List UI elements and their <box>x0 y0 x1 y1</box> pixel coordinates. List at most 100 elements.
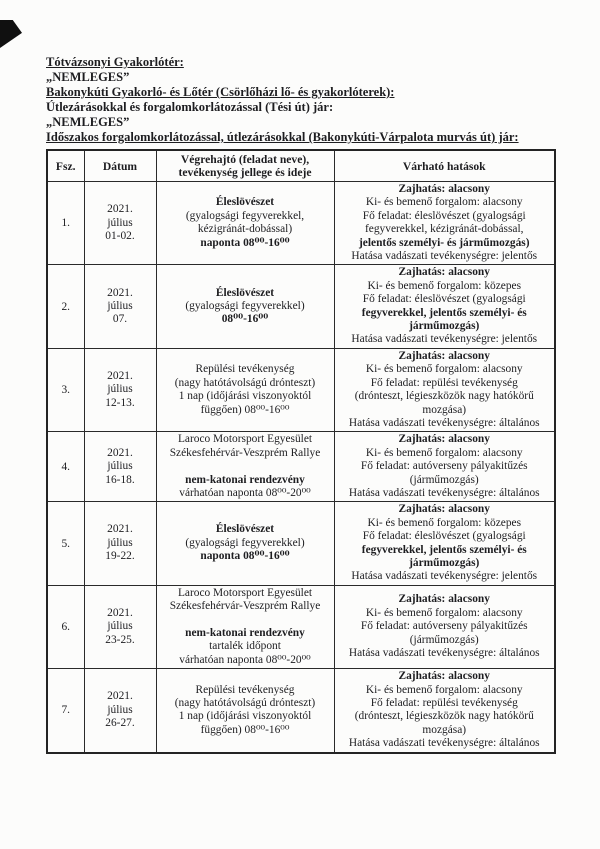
text-line: jelentős személyi- és járműmozgás) <box>359 236 530 249</box>
effects-cell: Zajhatás: alacsony Ki- és bemenő forgalom… <box>333 431 556 503</box>
site1-status: „NEMLEGES” <box>46 70 130 84</box>
text-line: Fő feladat: éleslövészet (gyalogsági <box>362 209 526 222</box>
text-line: Székesfehérvár-Veszprém Rallye <box>169 446 321 459</box>
text-line: Hatása vadászati tevékenységre: jelentős <box>351 570 538 583</box>
text-line: Fő feladat: autóverseny pályakitűzés <box>360 620 528 633</box>
text-line: várhatóan naponta 08⁰⁰-20⁰⁰ <box>179 653 311 666</box>
text-line: Zajhatás: alacsony <box>398 593 490 606</box>
text-line: (gyalogsági fegyverekkel) <box>185 299 305 312</box>
text-line: Éleslövészet <box>215 286 275 299</box>
row-number-cell: 5. <box>46 501 85 586</box>
text-line: Ki- és bemenő forgalom: alacsony <box>365 446 523 459</box>
text-line: tevékenység jellege és ideje <box>178 166 312 179</box>
task-cell: Éleslövészet (gyalogsági fegyverekkel) nap… <box>155 501 335 586</box>
table-row: 7. 2021. július 26-27. Repülési tevékenység(… <box>46 668 556 754</box>
text-line: 2021. <box>107 203 133 216</box>
effects-cell: Zajhatás: alacsony Ki- és bemenő forgalom… <box>333 501 556 586</box>
date-cell: 2021. július 26-27. <box>83 668 157 754</box>
text-line: (járműmozgás) <box>409 633 479 646</box>
text-line: július <box>107 536 133 549</box>
text-line: július <box>107 299 133 312</box>
text-line: Hatása vadászati tevékenységre: általáno… <box>348 647 540 660</box>
table-header-row: Fsz. Dátum Végrehajtó (feladat neve), te… <box>46 149 556 182</box>
text-line: 07. <box>112 313 128 326</box>
date-cell: 2021. július 12-13. <box>83 347 157 433</box>
effects-cell: Zajhatás: alacsony Ki- és bemenő forgalom… <box>333 668 556 754</box>
text-line: 2021. <box>107 606 133 619</box>
text-line: július <box>107 216 133 229</box>
text-line: Hatása vadászati tevékenységre: jelentős <box>351 333 538 346</box>
text-line: fegyverekkel, jelentős személyi- és <box>361 306 527 319</box>
text-line: fegyverekkel, jelentős személyi- és <box>361 543 527 556</box>
row-number-cell: 7. <box>46 668 85 754</box>
text-line: Fő feladat: éleslövészet (gyalogsági <box>362 293 526 306</box>
row-number-cell: 2. <box>46 264 85 349</box>
table-row: 3. 2021. július 12-13. Repülési tevékenység(… <box>46 347 556 433</box>
text-line: Zajhatás: alacsony <box>398 183 490 195</box>
text-line: Hatása vadászati tevékenységre: általáno… <box>348 416 540 429</box>
document-content: Tótvázsonyi Gyakorlótér: „NEMLEGES” Bako… <box>46 55 556 754</box>
text-line: járműmozgás) <box>409 556 480 569</box>
text-line: 2021. <box>107 369 133 382</box>
text-line: július <box>107 460 133 473</box>
text-line: függően) 08⁰⁰-16⁰⁰ <box>200 403 290 416</box>
table-caption: Időszakos forgalomkorlátozással, útlezár… <box>46 130 519 144</box>
task-cell: Laroco Motorsport Egyesület Székesfehérvá… <box>155 584 335 670</box>
effects-cell: Zajhatás: alacsony Ki- és bemenő forgalom… <box>333 347 556 433</box>
text-line: nem-katonai rendezvény <box>185 626 305 639</box>
header-vegrehajto: Végrehajtó (feladat neve), tevékenység j… <box>155 149 335 182</box>
text-line: nem-katonai rendezvény <box>185 473 305 486</box>
text-line: mozgása) <box>422 403 467 416</box>
text-line: (drónteszt, légieszközök nagy hatókörű <box>354 710 534 723</box>
header-fsz: Fsz. <box>46 149 85 182</box>
table-row: 4. 2021. július 16-18. Laroco Motorsport Egy… <box>46 431 556 503</box>
text-line: 01-02. <box>105 229 135 242</box>
text-line: Laroco Motorsport Egyesület <box>177 433 313 446</box>
text-line: Éleslövészet <box>215 523 275 536</box>
effects-cell: Zajhatás: alacsony Ki- és bemenő forgalom… <box>333 264 556 349</box>
table-row: 5. 2021. július 19-22. Éleslövészet (gyalogsá… <box>46 501 556 586</box>
task-cell: Repülési tevékenység (nagy hatótávolságú … <box>155 347 335 433</box>
text-line: Ki- és bemenő forgalom: alacsony <box>365 363 523 376</box>
row-number-cell: 1. <box>46 180 85 266</box>
text-line: 1 nap (időjárási viszonyoktól <box>178 390 312 403</box>
text-line: július <box>107 383 133 396</box>
row-number-cell: 3. <box>46 347 85 433</box>
text-line: Ki- és bemenő forgalom: közepes <box>367 516 522 529</box>
text-line: Zajhatás: alacsony <box>398 670 490 683</box>
text-line <box>159 614 332 627</box>
row-number-cell: 4. <box>46 431 85 503</box>
text-line: Zajhatás: alacsony <box>398 349 490 362</box>
text-line: Fő feladat: repülési tevékenység <box>370 697 518 710</box>
text-line: Ki- és bemenő forgalom: alacsony <box>365 606 523 619</box>
text-line: 19-22. <box>105 550 135 563</box>
text-line: (drónteszt, légieszközök nagy hatókörű <box>354 390 534 403</box>
text-line: 1 nap (időjárási viszonyoktól <box>178 710 312 723</box>
text-line <box>159 460 332 473</box>
road-closure-status: „NEMLEGES” <box>46 115 130 129</box>
scan-corner-artifact <box>0 20 22 48</box>
schedule-table: Fsz. Dátum Végrehajtó (feladat neve), te… <box>46 149 556 754</box>
text-line: fegyverekkel, kézigránát-dobással, <box>365 223 524 236</box>
text-line: Hatása vadászati tevékenységre: általáno… <box>348 737 540 750</box>
date-cell: 2021. július 07. <box>83 264 157 349</box>
task-cell: Repülési tevékenység (nagy hatótávolságú … <box>155 668 335 754</box>
table-row: 2. 2021. július 07. Éleslövészet (gyalogsági … <box>46 264 556 349</box>
effects-cell: Zajhatás: alacsony Ki- és bemenő forgalom… <box>333 180 556 266</box>
task-cell: Éleslövészet (gyalogsági fegyverekkel) 08⁰… <box>155 264 335 349</box>
text-line: 2021. <box>107 446 133 459</box>
effects-cell: Zajhatás: alacsony Ki- és bemenő forgalom… <box>333 584 556 670</box>
text-line: 2021. <box>107 523 133 536</box>
text-line: 2021. <box>107 286 133 299</box>
row-number-cell: 6. <box>46 584 85 670</box>
task-cell: Éleslövészet (gyalogsági fegyverekkel, kéz… <box>155 180 335 266</box>
text-line: (gyalogsági fegyverekkel, <box>185 209 305 222</box>
text-line: (nagy hatótávolságú drónteszt) <box>174 376 316 389</box>
site1-title: Tótvázsonyi Gyakorlótér: <box>46 55 184 69</box>
text-line: Hatása vadászati tevékenységre: általáno… <box>348 486 540 499</box>
text-line: 26-27. <box>105 717 135 730</box>
site2-title: Bakonykúti Gyakorló- és Lőtér (Csörlőház… <box>46 85 395 99</box>
text-line: mozgása) <box>422 723 467 736</box>
text-line: (gyalogsági fegyverekkel) <box>185 536 305 549</box>
